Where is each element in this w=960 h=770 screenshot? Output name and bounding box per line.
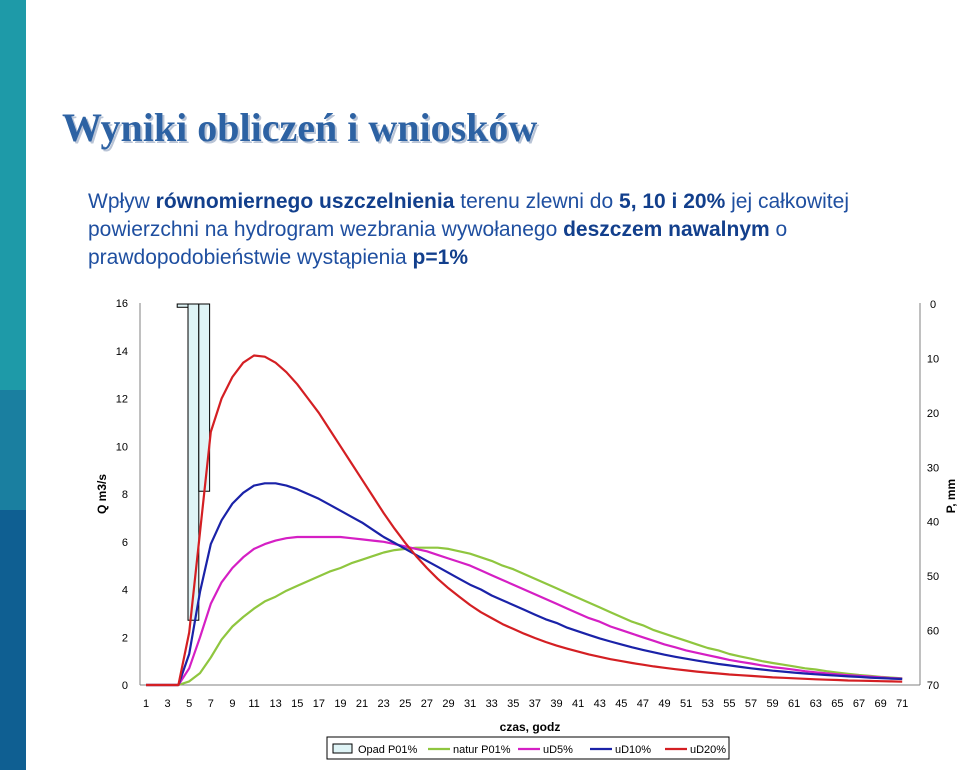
x-tick-label: 55 (723, 698, 735, 710)
y2-tick-label: 10 (927, 353, 939, 365)
precip-bar (187, 303, 200, 621)
precip-bar (176, 303, 189, 308)
subtitle-part-0: Wpływ (88, 190, 156, 213)
x-tick-label: 9 (229, 698, 235, 710)
y-tick-label: 16 (116, 298, 128, 310)
y-tick-label: 4 (122, 585, 128, 597)
y-tick-label: 10 (116, 441, 128, 453)
x-tick-label: 41 (572, 698, 584, 710)
y2-tick-label: 0 (930, 299, 936, 311)
x-tick-label: 33 (486, 698, 498, 710)
legend-swatch-bar (332, 743, 353, 754)
axes (139, 303, 921, 686)
x-tick-label: 17 (313, 698, 325, 710)
x-tick-label: 13 (270, 698, 282, 710)
x-tick-label: 47 (637, 698, 649, 710)
y-tick-label: 8 (122, 489, 128, 501)
x-tick-label: 59 (766, 698, 778, 710)
x-tick-label: 67 (853, 698, 865, 710)
legend-label: natur P01% (453, 744, 511, 756)
subtitle-part-4: jej całkowitej powierzchni na hydrogram … (88, 190, 849, 241)
legend-label: uD5% (543, 744, 573, 756)
x-tick-label: 43 (594, 698, 606, 710)
accent-block-bottom (0, 510, 26, 770)
y2-tick-label: 60 (927, 626, 939, 638)
subtitle-part-3: 5, 10 i 20% (619, 190, 726, 213)
accent-block-middle (0, 390, 26, 510)
x-tick-label: 65 (831, 698, 843, 710)
legend-label: Opad P01% (358, 744, 418, 756)
x-tick-label: 11 (248, 698, 259, 710)
accent-block-top (0, 0, 26, 390)
y-axis-title: Q m3/s (95, 474, 109, 514)
x-tick-label: 25 (399, 698, 411, 710)
subtitle-part-2: terenu zlewni do (454, 190, 620, 213)
x-tick-label: 29 (442, 698, 454, 710)
series-line-ud10- (146, 482, 903, 687)
y2-tick-label: 70 (927, 680, 939, 692)
x-tick-label: 31 (464, 698, 476, 710)
series-line-natur-p01- (146, 546, 903, 687)
x-tick-label: 15 (291, 698, 303, 710)
x-tick-label: 61 (788, 698, 800, 710)
subtitle-part-5: deszczem nawalnym (563, 218, 770, 241)
legend-label: uD20% (690, 744, 726, 756)
x-tick-label: 35 (507, 698, 519, 710)
x-tick-label: 21 (356, 698, 368, 710)
x-tick-label: 53 (702, 698, 714, 710)
x-tick-label: 71 (896, 698, 908, 710)
slide-title: Wyniki obliczeń i wniosków (62, 105, 538, 150)
y-tick-label: 14 (116, 346, 128, 358)
legend: Opad P01% natur P01% uD5% uD10% uD20% (326, 736, 730, 760)
y2-tick-label: 50 (927, 571, 939, 583)
x-tick-label: 45 (615, 698, 627, 710)
y2-tick-label: 20 (927, 408, 939, 420)
x-tick-label: 7 (208, 698, 214, 710)
y-tick-label: 2 (122, 632, 128, 644)
precipitation-bars (176, 303, 211, 621)
x-tick-label: 69 (874, 698, 886, 710)
x-tick-label: 39 (550, 698, 562, 710)
y-tick-label: 6 (122, 537, 128, 549)
series-line-ud5- (146, 535, 903, 687)
x-tick-label: 51 (680, 698, 692, 710)
x-tick-label: 27 (421, 698, 433, 710)
x-tick-label: 5 (186, 698, 192, 710)
subtitle-part-7: p=1% (412, 246, 468, 269)
y-tick-label: 0 (122, 680, 128, 692)
x-tick-label: 1 (143, 698, 149, 710)
slide-subtitle: Wpływ równomiernego uszczelnienia terenu… (88, 188, 953, 272)
y2-tick-label: 30 (927, 462, 939, 474)
y2-axis-title: P, mm (944, 479, 958, 513)
x-tick-label: 19 (334, 698, 346, 710)
x-tick-label: 57 (745, 698, 757, 710)
series-lines (146, 354, 903, 687)
x-tick-label: 49 (658, 698, 670, 710)
legend-label: uD10% (615, 744, 651, 756)
series-line-ud20- (146, 354, 903, 687)
x-tick-label: 37 (529, 698, 541, 710)
x-tick-label: 3 (165, 698, 171, 710)
left-accent-bar (0, 0, 26, 770)
subtitle-part-6: o prawdopodobieństwie wystąpienia (88, 218, 788, 269)
y2-tick-label: 40 (927, 517, 939, 529)
subtitle-part-1: równomiernego uszczelnienia (155, 190, 455, 213)
x-tick-label: 23 (378, 698, 390, 710)
y-tick-label: 12 (116, 394, 128, 406)
x-tick-label: 63 (810, 698, 822, 710)
x-axis-title: czas, godz (500, 720, 561, 734)
